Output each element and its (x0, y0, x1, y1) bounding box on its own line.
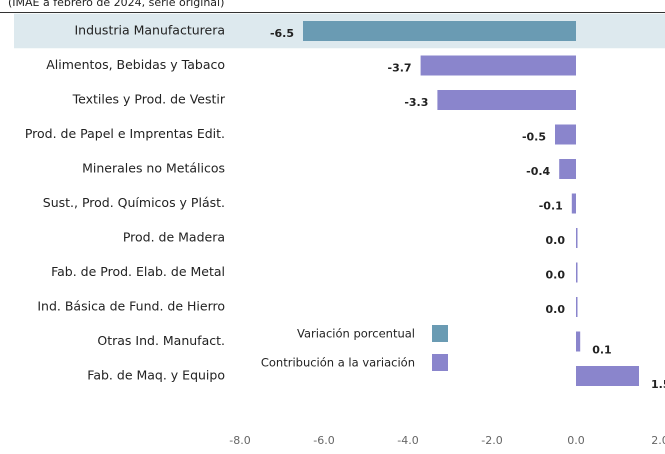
category-label: Industria Manufacturera (74, 23, 225, 38)
category-label: Sust., Prod. Químicos y Plást. (43, 195, 225, 210)
bar (303, 21, 576, 41)
value-label: 0.0 (546, 303, 566, 316)
category-label: Otras Ind. Manufact. (97, 333, 225, 348)
category-label: Textiles y Prod. de Vestir (72, 92, 226, 107)
value-label: -0.1 (539, 200, 563, 213)
x-tick-label: -2.0 (481, 434, 502, 447)
bar (576, 297, 578, 317)
bar (437, 90, 576, 110)
value-label: -0.4 (526, 165, 550, 178)
bar (576, 366, 639, 386)
bar (420, 55, 576, 76)
value-label: 1.5 (651, 378, 665, 391)
value-label: 0.0 (546, 269, 566, 282)
value-label: -6.5 (270, 27, 294, 40)
value-label: -3.7 (388, 62, 412, 75)
value-label: -0.5 (522, 131, 546, 144)
bar (571, 193, 576, 214)
category-label: Minerales no Metálicos (82, 161, 225, 176)
x-tick-label: -6.0 (313, 434, 334, 447)
bar (559, 159, 576, 179)
category-label: Fab. de Maq. y Equipo (87, 368, 225, 383)
legend-swatch (432, 354, 448, 371)
x-tick-label: -4.0 (397, 434, 418, 447)
value-label: 0.0 (546, 234, 566, 247)
value-label: -3.3 (404, 96, 428, 109)
x-tick-label: 0.0 (567, 434, 585, 447)
bar (576, 228, 578, 248)
legend-label: Contribución a la variación (261, 356, 415, 370)
category-label: Fab. de Prod. Elab. de Metal (51, 264, 225, 279)
bar (555, 124, 576, 145)
bar (576, 262, 578, 283)
x-tick-label: 2.0 (651, 434, 665, 447)
x-tick-label: -8.0 (229, 434, 250, 447)
value-label: 0.1 (592, 344, 612, 357)
category-label: Alimentos, Bebidas y Tabaco (46, 57, 225, 72)
category-label: Ind. Básica de Fund. de Hierro (37, 299, 225, 314)
category-label: Prod. de Papel e Imprentas Edit. (25, 126, 225, 141)
subtitle: (IMAE a febrero de 2024, serie original) (8, 0, 224, 9)
category-label: Prod. de Madera (123, 230, 225, 245)
legend-label: Variación porcentual (297, 327, 415, 341)
legend-swatch (432, 325, 448, 342)
bar (576, 331, 581, 352)
